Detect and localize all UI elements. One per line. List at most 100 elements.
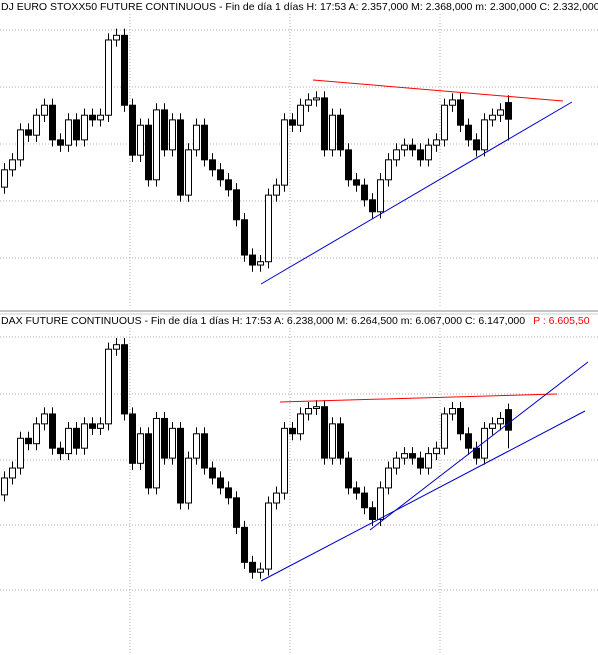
candle-body (217, 169, 224, 181)
candle-body (257, 261, 264, 266)
candle-body (505, 102, 512, 120)
candle-body (497, 417, 504, 425)
candle-body (113, 34, 120, 41)
candle-body (177, 427, 184, 504)
support-line (260, 410, 586, 582)
candle-body (505, 409, 512, 431)
candle-body (489, 114, 496, 121)
candle-body (105, 39, 112, 116)
candle-body (121, 344, 128, 415)
candle-body (225, 179, 232, 191)
candle-body (209, 467, 216, 479)
candle-body (305, 99, 312, 106)
grid (0, 14, 598, 655)
candle-body (257, 568, 264, 573)
price-label: P : 6.605,50 (533, 315, 590, 327)
candle-body (49, 104, 56, 141)
title-text: DAX FUTURE CONTINUOUS - Fin de día 1 día… (1, 315, 525, 327)
candle-body (225, 487, 232, 499)
candle-body (193, 124, 200, 151)
candle-body (345, 457, 352, 489)
candle-body (473, 139, 480, 151)
candle-body (65, 119, 72, 146)
candle-body (41, 413, 48, 425)
candles (1, 28, 512, 579)
candle-body (417, 457, 424, 469)
candle-body (433, 447, 440, 455)
candle-body (441, 413, 448, 449)
candle-body (185, 149, 192, 196)
candle-body (209, 159, 216, 171)
candle-body (25, 129, 32, 136)
candle-body (241, 526, 248, 563)
header-bg (0, 0, 598, 14)
candle-body (241, 219, 248, 256)
candle-body (113, 344, 120, 350)
candle-body (177, 119, 184, 196)
candle-body (137, 433, 144, 464)
candle-body (393, 457, 400, 469)
candle-body (297, 104, 304, 126)
candle-body (321, 406, 328, 459)
candle-body (289, 119, 296, 126)
chart-title: DJ EURO STOXX50 FUTURE CONTINUOUS - Fin … (1, 1, 598, 13)
candle-body (441, 104, 448, 141)
candle-body (265, 502, 272, 570)
candle-body (33, 423, 40, 445)
candle-body (297, 413, 304, 435)
candle-body (321, 97, 328, 151)
candle-body (1, 477, 8, 496)
candle-body (353, 179, 360, 186)
candle-body (457, 99, 464, 126)
candle-body (425, 453, 432, 469)
candle-body (345, 149, 352, 181)
candle-body (9, 467, 16, 479)
candle-body (369, 199, 376, 213)
candle-body (449, 408, 456, 415)
candle-body (161, 109, 168, 151)
candle-body (409, 144, 416, 151)
candle-body (377, 487, 384, 520)
candle-body (273, 492, 280, 504)
trend-lines (260, 79, 589, 582)
candle-body (497, 109, 504, 116)
candle-body (329, 114, 336, 151)
candle-body (305, 408, 312, 415)
candle-body (201, 124, 208, 161)
candle-body (145, 124, 152, 181)
candle-body (233, 497, 240, 528)
candle-body (201, 433, 208, 469)
candle-body (313, 406, 320, 410)
chart-title: DAX FUTURE CONTINUOUS - Fin de día 1 día… (1, 315, 590, 327)
candle-body (465, 124, 472, 141)
candle-body (433, 139, 440, 146)
candle-body (329, 423, 336, 459)
candle-body (121, 34, 128, 106)
candle-body (97, 423, 104, 429)
candle-body (169, 427, 176, 459)
resistance-line (312, 79, 564, 102)
candle-body (457, 408, 464, 435)
candle-body (409, 453, 416, 459)
candle-body (145, 433, 152, 489)
candle-body (97, 114, 104, 121)
candle-body (353, 487, 360, 494)
candle-body (489, 423, 496, 429)
candle-body (49, 413, 56, 449)
candle-body (33, 114, 40, 136)
resistance-line (279, 393, 558, 403)
candle-body (393, 149, 400, 161)
candle-body (337, 114, 344, 151)
candle-body (193, 433, 200, 459)
candle-body (481, 427, 488, 459)
candle-body (73, 119, 80, 141)
candle-body (313, 97, 320, 101)
candle-body (65, 427, 72, 455)
candle-body (337, 423, 344, 459)
candle-body (361, 184, 368, 201)
candle-body (265, 194, 272, 263)
candle-body (417, 149, 424, 161)
candle-body (273, 184, 280, 196)
candle-body (481, 119, 488, 151)
